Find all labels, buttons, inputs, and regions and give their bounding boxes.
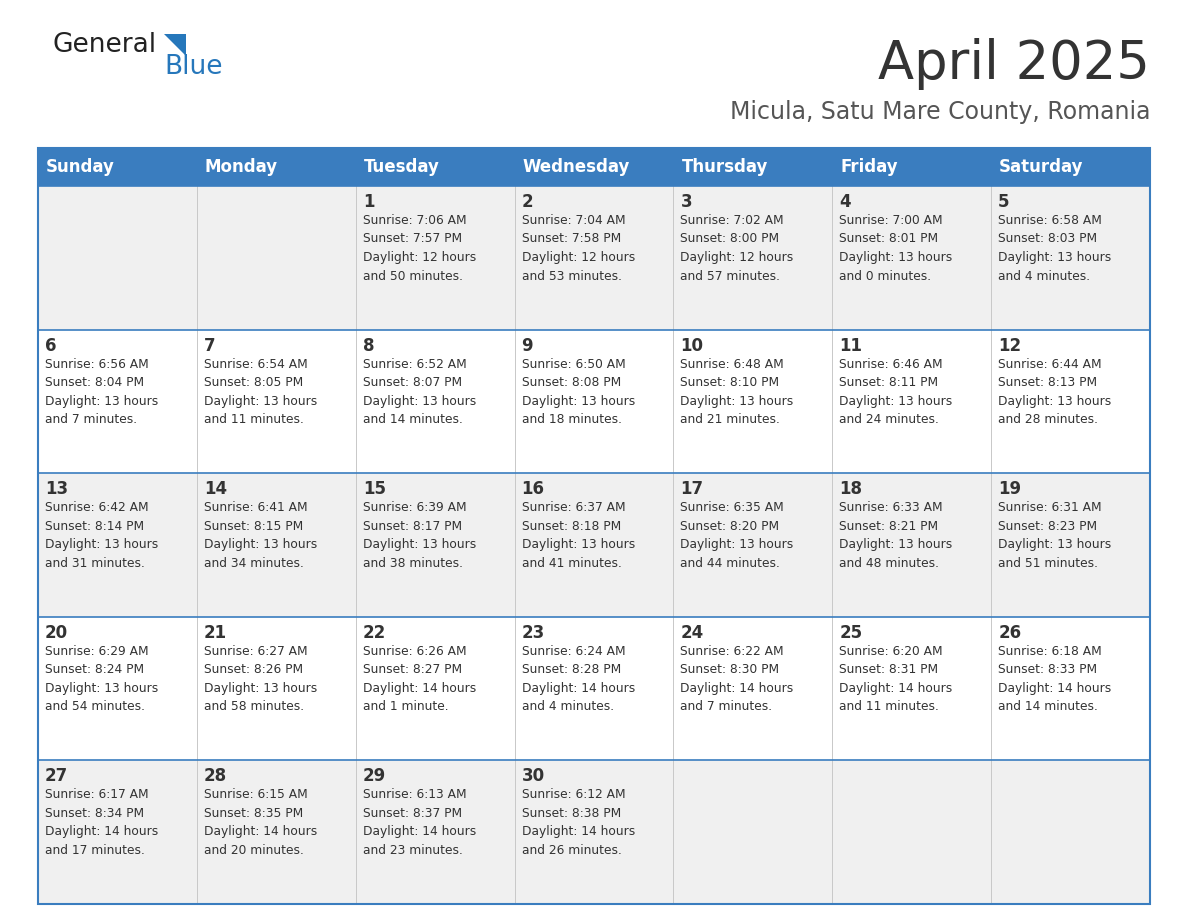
- Text: Friday: Friday: [840, 158, 898, 176]
- Bar: [38, 186, 1150, 330]
- Text: Sunday: Sunday: [46, 158, 115, 176]
- Text: 4: 4: [839, 193, 851, 211]
- Text: Sunrise: 6:22 AM
Sunset: 8:30 PM
Daylight: 14 hours
and 7 minutes.: Sunrise: 6:22 AM Sunset: 8:30 PM Dayligh…: [681, 644, 794, 713]
- Text: 6: 6: [45, 337, 57, 354]
- Text: 20: 20: [45, 624, 68, 642]
- Text: 28: 28: [204, 767, 227, 786]
- Text: 16: 16: [522, 480, 544, 498]
- Text: Sunrise: 6:27 AM
Sunset: 8:26 PM
Daylight: 13 hours
and 58 minutes.: Sunrise: 6:27 AM Sunset: 8:26 PM Dayligh…: [204, 644, 317, 713]
- Bar: [674, 148, 833, 186]
- Text: General: General: [52, 32, 156, 58]
- Text: Sunrise: 6:39 AM
Sunset: 8:17 PM
Daylight: 13 hours
and 38 minutes.: Sunrise: 6:39 AM Sunset: 8:17 PM Dayligh…: [362, 501, 476, 570]
- Bar: [197, 148, 355, 186]
- Text: Monday: Monday: [204, 158, 278, 176]
- Text: Blue: Blue: [164, 54, 222, 80]
- Text: April 2025: April 2025: [878, 38, 1150, 90]
- Text: Sunrise: 6:54 AM
Sunset: 8:05 PM
Daylight: 13 hours
and 11 minutes.: Sunrise: 6:54 AM Sunset: 8:05 PM Dayligh…: [204, 358, 317, 426]
- Text: 13: 13: [45, 480, 68, 498]
- Text: 22: 22: [362, 624, 386, 642]
- Text: 14: 14: [204, 480, 227, 498]
- Text: 10: 10: [681, 337, 703, 354]
- Text: 19: 19: [998, 480, 1022, 498]
- Bar: [833, 148, 991, 186]
- Text: 7: 7: [204, 337, 215, 354]
- Text: Micula, Satu Mare County, Romania: Micula, Satu Mare County, Romania: [729, 100, 1150, 124]
- Text: 1: 1: [362, 193, 374, 211]
- Text: 30: 30: [522, 767, 544, 786]
- Text: Sunrise: 7:06 AM
Sunset: 7:57 PM
Daylight: 12 hours
and 50 minutes.: Sunrise: 7:06 AM Sunset: 7:57 PM Dayligh…: [362, 214, 476, 283]
- Text: Sunrise: 6:46 AM
Sunset: 8:11 PM
Daylight: 13 hours
and 24 minutes.: Sunrise: 6:46 AM Sunset: 8:11 PM Dayligh…: [839, 358, 953, 426]
- Text: 18: 18: [839, 480, 862, 498]
- Bar: [38, 148, 197, 186]
- Text: Sunrise: 6:41 AM
Sunset: 8:15 PM
Daylight: 13 hours
and 34 minutes.: Sunrise: 6:41 AM Sunset: 8:15 PM Dayligh…: [204, 501, 317, 570]
- Text: Sunrise: 6:52 AM
Sunset: 8:07 PM
Daylight: 13 hours
and 14 minutes.: Sunrise: 6:52 AM Sunset: 8:07 PM Dayligh…: [362, 358, 476, 426]
- Text: 11: 11: [839, 337, 862, 354]
- Text: Sunrise: 6:48 AM
Sunset: 8:10 PM
Daylight: 13 hours
and 21 minutes.: Sunrise: 6:48 AM Sunset: 8:10 PM Dayligh…: [681, 358, 794, 426]
- Text: Sunrise: 7:00 AM
Sunset: 8:01 PM
Daylight: 13 hours
and 0 minutes.: Sunrise: 7:00 AM Sunset: 8:01 PM Dayligh…: [839, 214, 953, 283]
- Text: 24: 24: [681, 624, 703, 642]
- Text: Sunrise: 6:12 AM
Sunset: 8:38 PM
Daylight: 14 hours
and 26 minutes.: Sunrise: 6:12 AM Sunset: 8:38 PM Dayligh…: [522, 789, 634, 856]
- Text: Sunrise: 6:42 AM
Sunset: 8:14 PM
Daylight: 13 hours
and 31 minutes.: Sunrise: 6:42 AM Sunset: 8:14 PM Dayligh…: [45, 501, 158, 570]
- Bar: [38, 473, 1150, 617]
- Text: Thursday: Thursday: [682, 158, 767, 176]
- Text: Sunrise: 6:31 AM
Sunset: 8:23 PM
Daylight: 13 hours
and 51 minutes.: Sunrise: 6:31 AM Sunset: 8:23 PM Dayligh…: [998, 501, 1112, 570]
- Text: 21: 21: [204, 624, 227, 642]
- Bar: [991, 148, 1150, 186]
- Text: 15: 15: [362, 480, 386, 498]
- Text: Sunrise: 6:33 AM
Sunset: 8:21 PM
Daylight: 13 hours
and 48 minutes.: Sunrise: 6:33 AM Sunset: 8:21 PM Dayligh…: [839, 501, 953, 570]
- Text: 12: 12: [998, 337, 1022, 354]
- Text: Sunrise: 6:29 AM
Sunset: 8:24 PM
Daylight: 13 hours
and 54 minutes.: Sunrise: 6:29 AM Sunset: 8:24 PM Dayligh…: [45, 644, 158, 713]
- Bar: [514, 148, 674, 186]
- Text: Tuesday: Tuesday: [364, 158, 440, 176]
- Text: 29: 29: [362, 767, 386, 786]
- Text: 25: 25: [839, 624, 862, 642]
- Text: 26: 26: [998, 624, 1022, 642]
- Text: 27: 27: [45, 767, 68, 786]
- Bar: [38, 760, 1150, 904]
- Text: Sunrise: 6:15 AM
Sunset: 8:35 PM
Daylight: 14 hours
and 20 minutes.: Sunrise: 6:15 AM Sunset: 8:35 PM Dayligh…: [204, 789, 317, 856]
- Text: Sunrise: 6:37 AM
Sunset: 8:18 PM
Daylight: 13 hours
and 41 minutes.: Sunrise: 6:37 AM Sunset: 8:18 PM Dayligh…: [522, 501, 634, 570]
- Text: Sunrise: 6:58 AM
Sunset: 8:03 PM
Daylight: 13 hours
and 4 minutes.: Sunrise: 6:58 AM Sunset: 8:03 PM Dayligh…: [998, 214, 1112, 283]
- Text: Sunrise: 7:04 AM
Sunset: 7:58 PM
Daylight: 12 hours
and 53 minutes.: Sunrise: 7:04 AM Sunset: 7:58 PM Dayligh…: [522, 214, 634, 283]
- Text: 17: 17: [681, 480, 703, 498]
- Text: Sunrise: 6:24 AM
Sunset: 8:28 PM
Daylight: 14 hours
and 4 minutes.: Sunrise: 6:24 AM Sunset: 8:28 PM Dayligh…: [522, 644, 634, 713]
- Text: Sunrise: 6:13 AM
Sunset: 8:37 PM
Daylight: 14 hours
and 23 minutes.: Sunrise: 6:13 AM Sunset: 8:37 PM Dayligh…: [362, 789, 476, 856]
- Text: Sunrise: 7:02 AM
Sunset: 8:00 PM
Daylight: 12 hours
and 57 minutes.: Sunrise: 7:02 AM Sunset: 8:00 PM Dayligh…: [681, 214, 794, 283]
- Text: 9: 9: [522, 337, 533, 354]
- Text: Sunrise: 6:50 AM
Sunset: 8:08 PM
Daylight: 13 hours
and 18 minutes.: Sunrise: 6:50 AM Sunset: 8:08 PM Dayligh…: [522, 358, 634, 426]
- Polygon shape: [164, 34, 187, 56]
- Text: 23: 23: [522, 624, 545, 642]
- Bar: [38, 330, 1150, 473]
- Text: 3: 3: [681, 193, 693, 211]
- Text: Sunrise: 6:17 AM
Sunset: 8:34 PM
Daylight: 14 hours
and 17 minutes.: Sunrise: 6:17 AM Sunset: 8:34 PM Dayligh…: [45, 789, 158, 856]
- Text: Sunrise: 6:56 AM
Sunset: 8:04 PM
Daylight: 13 hours
and 7 minutes.: Sunrise: 6:56 AM Sunset: 8:04 PM Dayligh…: [45, 358, 158, 426]
- Text: Sunrise: 6:44 AM
Sunset: 8:13 PM
Daylight: 13 hours
and 28 minutes.: Sunrise: 6:44 AM Sunset: 8:13 PM Dayligh…: [998, 358, 1112, 426]
- Text: Sunrise: 6:20 AM
Sunset: 8:31 PM
Daylight: 14 hours
and 11 minutes.: Sunrise: 6:20 AM Sunset: 8:31 PM Dayligh…: [839, 644, 953, 713]
- Bar: [38, 148, 1150, 904]
- Text: Saturday: Saturday: [999, 158, 1083, 176]
- Text: Sunrise: 6:18 AM
Sunset: 8:33 PM
Daylight: 14 hours
and 14 minutes.: Sunrise: 6:18 AM Sunset: 8:33 PM Dayligh…: [998, 644, 1112, 713]
- Text: 2: 2: [522, 193, 533, 211]
- Text: 8: 8: [362, 337, 374, 354]
- Text: Sunrise: 6:35 AM
Sunset: 8:20 PM
Daylight: 13 hours
and 44 minutes.: Sunrise: 6:35 AM Sunset: 8:20 PM Dayligh…: [681, 501, 794, 570]
- Text: Sunrise: 6:26 AM
Sunset: 8:27 PM
Daylight: 14 hours
and 1 minute.: Sunrise: 6:26 AM Sunset: 8:27 PM Dayligh…: [362, 644, 476, 713]
- Bar: [38, 617, 1150, 760]
- Text: 5: 5: [998, 193, 1010, 211]
- Text: Wednesday: Wednesday: [523, 158, 630, 176]
- Bar: [355, 148, 514, 186]
